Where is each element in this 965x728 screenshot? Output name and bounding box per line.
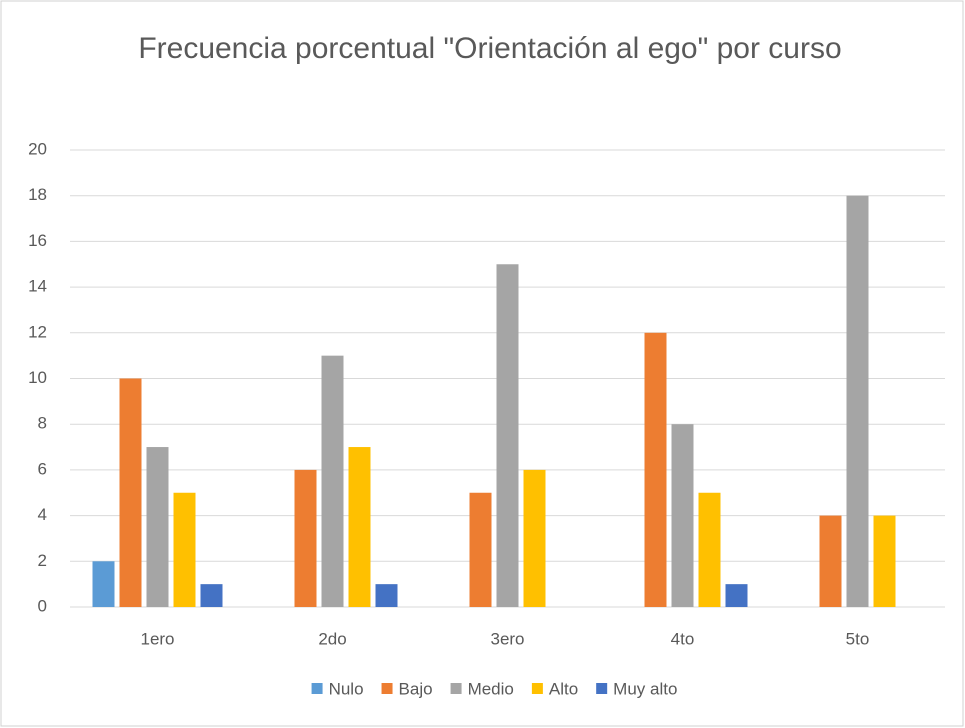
y-tick-label: 0: [38, 596, 47, 615]
x-tick-label: 1ero: [140, 629, 174, 648]
y-tick-label: 6: [38, 459, 47, 478]
bar: [375, 584, 398, 607]
bar: [321, 355, 344, 607]
chart-title: Frecuencia porcentual "Orientación al eg…: [138, 32, 842, 65]
x-tick-label: 3ero: [490, 629, 524, 648]
bar: [173, 492, 196, 607]
x-tick-label: 2do: [318, 629, 346, 648]
bar: [725, 584, 748, 607]
bar: [644, 332, 667, 607]
legend-label: Nulo: [329, 679, 364, 698]
bar: [873, 515, 896, 607]
bar: [294, 469, 317, 607]
legend-swatch: [596, 683, 608, 694]
bar: [698, 492, 721, 607]
x-tick-label: 5to: [846, 629, 870, 648]
bar: [846, 195, 869, 607]
legend-swatch: [450, 683, 462, 694]
bar: [200, 584, 223, 607]
legend-label: Medio: [468, 679, 514, 698]
bar: [146, 447, 169, 607]
bar: [671, 424, 694, 607]
bar: [819, 515, 842, 607]
y-tick-label: 14: [28, 277, 47, 296]
bar: [119, 378, 142, 607]
y-tick-label: 10: [28, 368, 47, 387]
legend-label: Bajo: [399, 679, 433, 698]
y-tick-label: 16: [28, 231, 47, 250]
legend-swatch: [381, 683, 393, 694]
legend-swatch: [531, 683, 543, 694]
x-tick-label: 4to: [671, 629, 695, 648]
y-tick-label: 20: [28, 139, 47, 158]
legend-label: Alto: [549, 679, 578, 698]
y-tick-label: 8: [38, 414, 47, 433]
y-tick-label: 4: [38, 505, 47, 524]
y-tick-label: 2: [38, 551, 47, 570]
y-tick-label: 18: [28, 185, 47, 204]
bar: [523, 469, 546, 607]
bar: [92, 561, 115, 607]
bar: [496, 264, 519, 607]
bar: [348, 447, 371, 607]
legend-label: Muy alto: [613, 679, 677, 698]
legend-swatch: [311, 683, 323, 694]
bar: [469, 492, 492, 607]
y-tick-label: 12: [28, 322, 47, 341]
